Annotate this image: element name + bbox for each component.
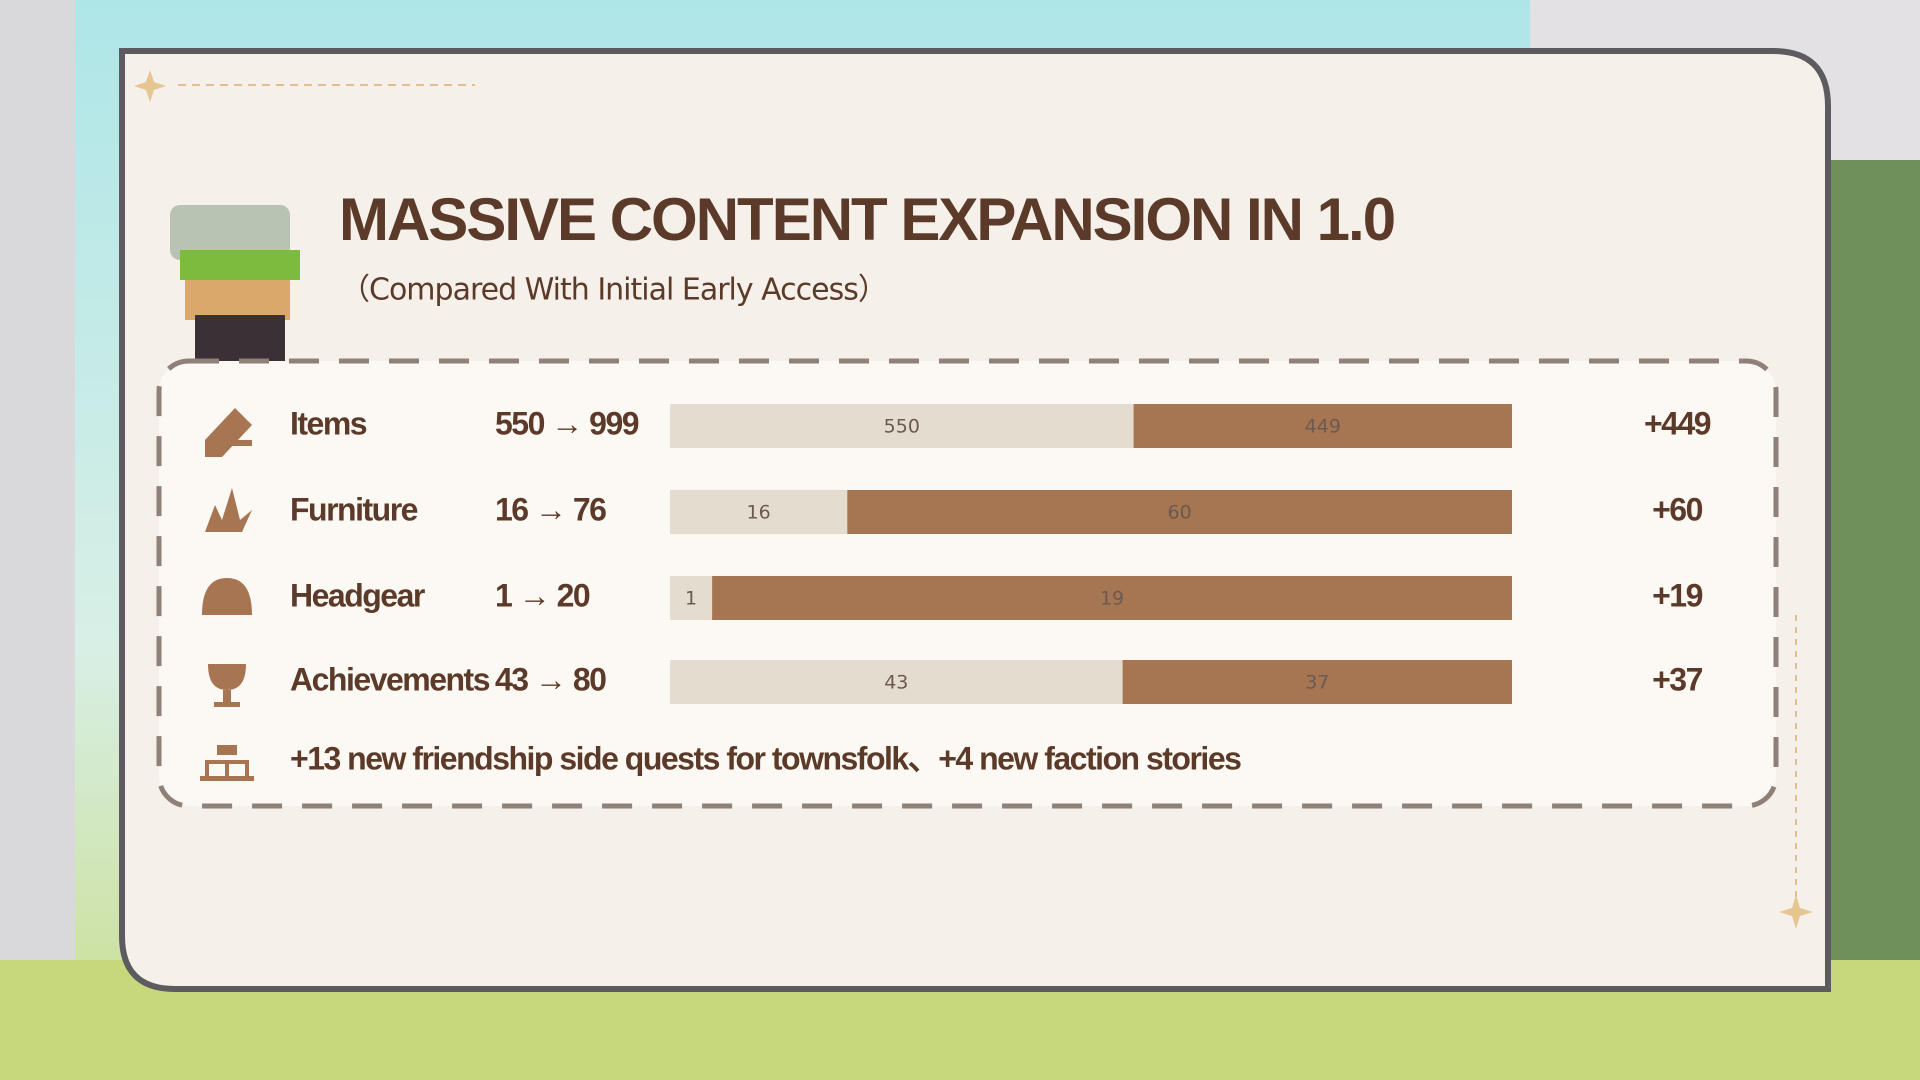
change-label: +37: [1652, 661, 1702, 697]
comparison-label: 16 → 76: [495, 491, 606, 527]
category-label: Headgear: [290, 577, 425, 613]
bar-segment: [670, 576, 713, 620]
value-label: 16: [747, 502, 771, 524]
comparison-label: 1 → 20: [495, 577, 590, 613]
category-label: Furniture: [290, 491, 418, 527]
bar-segment: [670, 660, 1123, 704]
value-label: 43: [884, 672, 908, 694]
subtitle: （Compared With Initial Early Access）: [340, 273, 887, 308]
value-label: 60: [1168, 502, 1192, 524]
category-label: Items: [290, 405, 367, 441]
title: MASSIVE CONTENT EXPANSION IN 1.0: [339, 186, 1394, 253]
value-label: 1: [685, 588, 697, 610]
value-label: 550: [884, 416, 920, 438]
sparkle: [134, 70, 166, 102]
change-label: +60: [1652, 491, 1702, 527]
comparison-label: 550 → 999: [495, 405, 639, 441]
plants-right: [1830, 160, 1920, 1080]
bar-segment: [712, 576, 1512, 620]
change-label: +19: [1652, 577, 1702, 613]
comparison-label: 43 → 80: [495, 661, 606, 697]
value-label: 19: [1100, 588, 1124, 610]
value-label: 37: [1305, 672, 1329, 694]
icons: [200, 408, 254, 781]
bar-segment: [847, 490, 1512, 534]
sparkle: [1779, 895, 1813, 929]
category-label: Achievements: [290, 661, 490, 697]
mascot: [170, 205, 300, 365]
bar-segment: [670, 404, 1134, 448]
value-label: 449: [1305, 416, 1341, 438]
bar-segment: [1133, 404, 1512, 448]
bar-segment: [1122, 660, 1512, 704]
note: +13 new friendship side quests for towns…: [290, 740, 1241, 776]
bar-segment: [670, 490, 848, 534]
wall-left: [0, 0, 75, 1080]
change-label: +449: [1644, 405, 1711, 441]
